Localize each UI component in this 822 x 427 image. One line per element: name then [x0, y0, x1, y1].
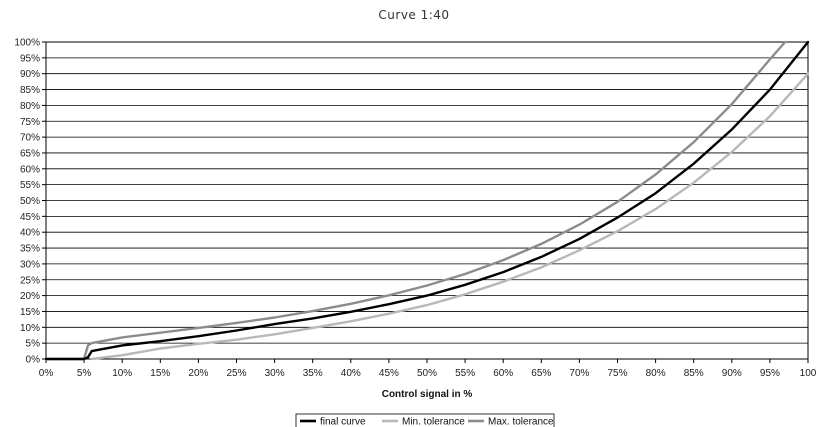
- y-tick-label: 100%: [14, 38, 40, 49]
- x-axis-label: Control signal in %: [382, 389, 473, 400]
- y-tick-label: 65%: [20, 148, 40, 159]
- legend-box: [295, 413, 555, 427]
- y-tick-label: 0%: [26, 355, 41, 366]
- x-tick-label: 30%: [265, 368, 285, 379]
- x-tick-label: 90%: [722, 368, 742, 379]
- y-tick-label: 90%: [20, 69, 40, 80]
- x-tick-label: 0%: [39, 368, 54, 379]
- x-tick-label: 20%: [188, 368, 208, 379]
- y-axis-ticks: 0% 5% 10% 15% 20% 25% 30% 35% 40% 45% 50% 55% 60% 65%…: [14, 38, 46, 366]
- y-tick-label: 85%: [20, 85, 40, 96]
- x-tick-label: 45%: [379, 368, 399, 379]
- x-tick-label: 75%: [607, 368, 627, 379]
- legend-label: Max. tolerance: [488, 417, 554, 427]
- y-tick-label: 95%: [20, 53, 40, 64]
- x-tick-label: 100: [800, 368, 817, 379]
- x-tick-label: 70%: [569, 368, 589, 379]
- x-tick-label: 65%: [531, 368, 551, 379]
- x-tick-label: 25%: [226, 368, 246, 379]
- y-tick-label: 75%: [20, 117, 40, 128]
- series-line-min-tolerance: [90, 72, 810, 361]
- x-tick-label: 60%: [493, 368, 513, 379]
- y-tick-label: 80%: [20, 101, 40, 112]
- series-line-max-tolerance: [44, 40, 787, 361]
- x-tick-label: 10%: [112, 368, 132, 379]
- y-tick-label: 40%: [20, 228, 40, 239]
- x-tick-label: 15%: [150, 368, 170, 379]
- x-tick-label: 85%: [684, 368, 704, 379]
- y-tick-label: 20%: [20, 291, 40, 302]
- x-tick-label: 5%: [77, 368, 92, 379]
- y-tick-label: 10%: [20, 323, 40, 334]
- chart-title: Curve 1:40: [378, 8, 449, 22]
- y-tick-label: 60%: [20, 164, 40, 175]
- y-tick-label: 55%: [20, 180, 40, 191]
- y-tick-label: 25%: [20, 275, 40, 286]
- y-tick-label: 30%: [20, 259, 40, 270]
- y-tick-label: 70%: [20, 133, 40, 144]
- x-tick-label: 80%: [646, 368, 666, 379]
- series-line-final-curve: [44, 40, 810, 361]
- y-tick-label: 5%: [26, 339, 41, 350]
- legend-label: Min. tolerance: [402, 417, 465, 427]
- x-tick-label: 55%: [455, 368, 475, 379]
- x-axis-ticks: 0% 5% 10% 15% 20% 25% 30% 35% 40% 45% 50% 55% 60% 65%…: [39, 359, 817, 379]
- x-tick-label: 35%: [303, 368, 323, 379]
- x-tick-label: 95%: [760, 368, 780, 379]
- y-tick-label: 35%: [20, 244, 40, 255]
- y-tick-label: 50%: [20, 196, 40, 207]
- legend: final curve Min. tolerance Max. tolerance: [295, 413, 555, 427]
- x-tick-label: 40%: [341, 368, 361, 379]
- x-tick-label: 50%: [417, 368, 437, 379]
- series-lines: [44, 40, 810, 361]
- grid-lines: [46, 41, 808, 360]
- y-tick-label: 45%: [20, 212, 40, 223]
- y-tick-label: 15%: [20, 307, 40, 318]
- legend-label: final curve: [320, 417, 366, 427]
